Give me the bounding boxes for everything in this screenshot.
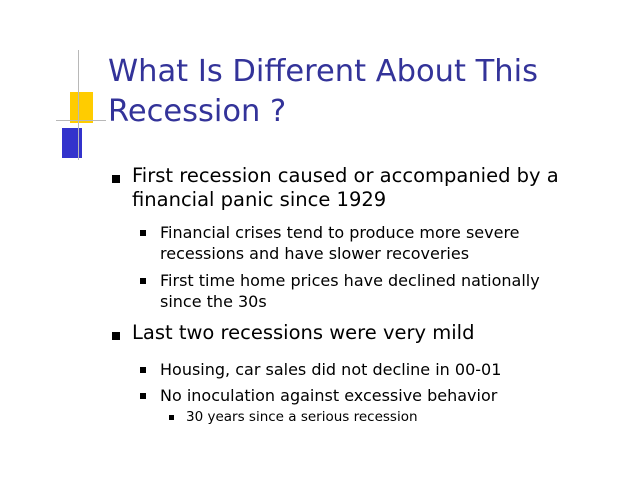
- slide-title-line-2: Recession ?: [108, 94, 287, 129]
- sub-sub-bullet-text-line: 30 years since a serious recession: [186, 409, 418, 425]
- sub-bullet-marker: [140, 278, 146, 284]
- sub-bullet-text-line: recessions and have slower recoveries: [160, 244, 470, 263]
- bullet-text-line: financial panic since 1929: [132, 188, 387, 211]
- sub-bullet-text-line: First time home prices have declined nat…: [160, 271, 540, 290]
- sub-bullet-text: Housing, car sales did not decline in 00…: [160, 359, 501, 380]
- sub-bullet-text-line: Financial crises tend to produce more se…: [160, 223, 520, 242]
- bullet-text-line: First recession caused or accompanied by…: [132, 164, 559, 187]
- deco-yellow-square: [70, 92, 93, 123]
- slide-title-line-1: What Is Different About This: [108, 54, 538, 89]
- bullet-text: Last two recessions were very mild: [132, 321, 474, 345]
- sub-bullet-text-line: No inoculation against excessive behavio…: [160, 386, 498, 405]
- bullet-text-line: Last two recessions were very mild: [132, 321, 475, 344]
- sub-sub-bullet-text: 30 years since a serious recession: [186, 409, 418, 426]
- sub-bullet-text: No inoculation against excessive behavio…: [160, 385, 497, 406]
- sub-bullet-text: Financial crises tend to produce more se…: [160, 222, 520, 264]
- sub-bullet-text-line: since the 30s: [160, 292, 267, 311]
- sub-bullet-text-line: Housing, car sales did not decline in 00…: [160, 360, 502, 379]
- deco-horizontal-line: [56, 120, 106, 121]
- bullet-text: First recession caused or accompanied by…: [132, 164, 559, 212]
- deco-blue-square: [62, 128, 82, 158]
- bullet-marker: [112, 175, 120, 183]
- sub-bullet-marker: [140, 367, 146, 373]
- slide-title: What Is Different About This Recession ?: [108, 52, 618, 132]
- deco-vertical-line: [78, 50, 79, 160]
- sub-bullet-marker: [140, 393, 146, 399]
- sub-bullet-text: First time home prices have declined nat…: [160, 270, 540, 312]
- sub-bullet-marker: [140, 230, 146, 236]
- sub-sub-bullet-marker: [169, 415, 174, 420]
- bullet-marker: [112, 332, 120, 340]
